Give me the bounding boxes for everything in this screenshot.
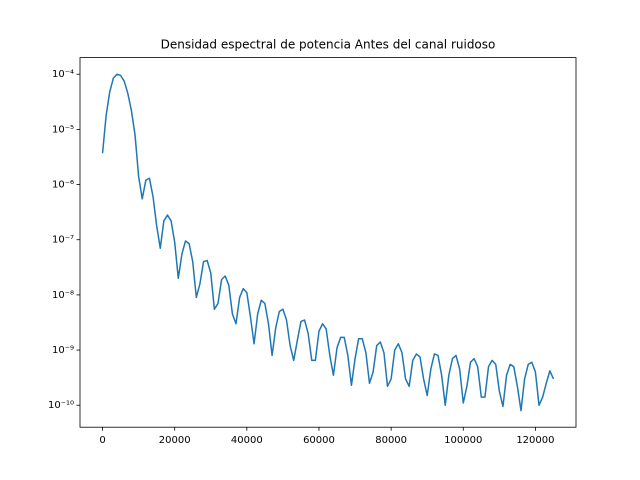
x-tick-label: 40000 — [231, 435, 263, 446]
y-tick-label: 10⁻⁷ — [52, 235, 74, 246]
y-tick-label: 10⁻⁴ — [52, 69, 74, 80]
x-tick-label: 60000 — [303, 435, 335, 446]
y-tick-label: 10⁻⁸ — [52, 290, 74, 301]
plot-frame — [79, 57, 577, 428]
x-tick-label: 20000 — [159, 435, 191, 446]
line — [101, 73, 555, 412]
chart-title: Densidad espectral de potencia Antes del… — [161, 38, 496, 52]
y-tick-label: 10⁻⁹ — [52, 345, 74, 356]
y-tick-label: 10⁻¹⁰ — [48, 400, 74, 411]
x-tick-label: 80000 — [375, 435, 407, 446]
x-tick-label: 100000 — [444, 435, 482, 446]
y-tick-label: 10⁻⁵ — [52, 124, 74, 135]
y-tick-label: 10⁻⁶ — [52, 180, 74, 191]
x-tick-label: 0 — [99, 435, 105, 446]
x-tick-label: 120000 — [516, 435, 554, 446]
